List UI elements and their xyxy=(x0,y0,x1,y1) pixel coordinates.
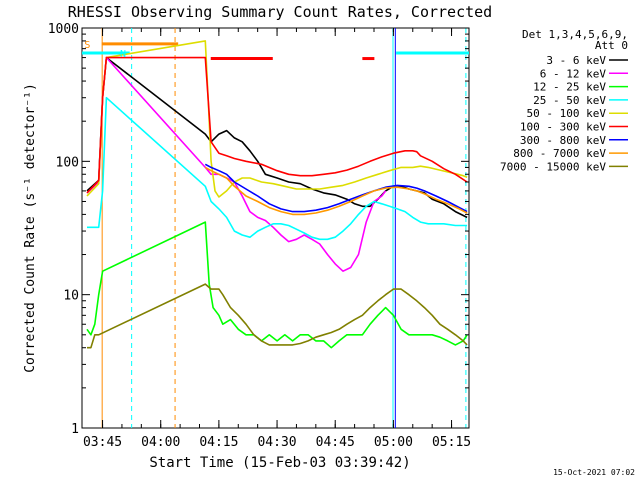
chart-title: RHESSI Observing Summary Count Rates, Co… xyxy=(68,3,492,21)
y-tick-label: 100 xyxy=(56,155,79,170)
instrument-state-lines xyxy=(101,28,467,428)
series-line-12-25-kev xyxy=(86,221,468,349)
legend-entry-label: 3 - 6 keV xyxy=(546,54,606,67)
x-tick-label: 03:45 xyxy=(83,435,122,450)
y-tick-label: 1 xyxy=(71,422,79,437)
legend-entry-label: 800 - 7000 keV xyxy=(513,147,606,160)
y-tick-label: 1000 xyxy=(48,22,79,37)
annotation-n: N xyxy=(120,49,126,60)
legend-entry-label: 12 - 25 keV xyxy=(533,81,606,94)
x-tick-label: 04:30 xyxy=(257,435,296,450)
annotation-s: S xyxy=(84,40,90,51)
legend-entry-label: 25 - 50 keV xyxy=(533,94,606,107)
legend-entry-label: 7000 - 15000 keV xyxy=(500,160,606,173)
legend-entry-label: 6 - 12 keV xyxy=(540,67,607,80)
y-axis-label: Corrected Count Rate (s⁻¹ detector⁻¹) xyxy=(23,83,38,373)
y-tick-label: 10 xyxy=(63,289,79,304)
x-tick-label: 04:15 xyxy=(199,435,238,450)
x-tick-label: 05:00 xyxy=(374,435,413,450)
annotations: SN xyxy=(84,40,126,60)
footer-date: 15-Oct-2021 07:02 xyxy=(553,468,635,477)
y-axis: 1 10 100 1000 xyxy=(48,22,469,437)
series-lines xyxy=(86,40,468,349)
series-line-800-7000-kev xyxy=(204,166,468,216)
legend-entry-label: 300 - 800 keV xyxy=(520,134,606,147)
plot-frame xyxy=(81,27,470,429)
x-tick-label: 05:15 xyxy=(432,435,471,450)
status-bars xyxy=(82,42,469,61)
x-tick-label: 04:45 xyxy=(316,435,355,450)
legend-entry-label: 50 - 100 keV xyxy=(527,107,607,120)
plot-area: SN xyxy=(81,27,470,429)
x-axis: 03:45 04:00 04:15 04:30 04:45 05:00 05:15 xyxy=(83,28,471,450)
legend-header-line: Att 0 xyxy=(595,39,628,52)
series-line-7000-15000-kev xyxy=(87,283,468,349)
x-tick-label: 04:00 xyxy=(141,435,180,450)
legend-entry-label: 100 - 300 keV xyxy=(520,121,606,134)
series-line-100-300-kev xyxy=(86,56,468,194)
x-axis-label: Start Time (15-Feb-03 03:39:42) xyxy=(149,455,410,471)
series-line-300-800-kev xyxy=(204,163,468,213)
series-line-6-12-kev xyxy=(86,56,387,273)
series-line-25-50-kev xyxy=(87,96,468,241)
legend-header-line: Det 1,3,4,5,6,9, xyxy=(522,28,628,41)
